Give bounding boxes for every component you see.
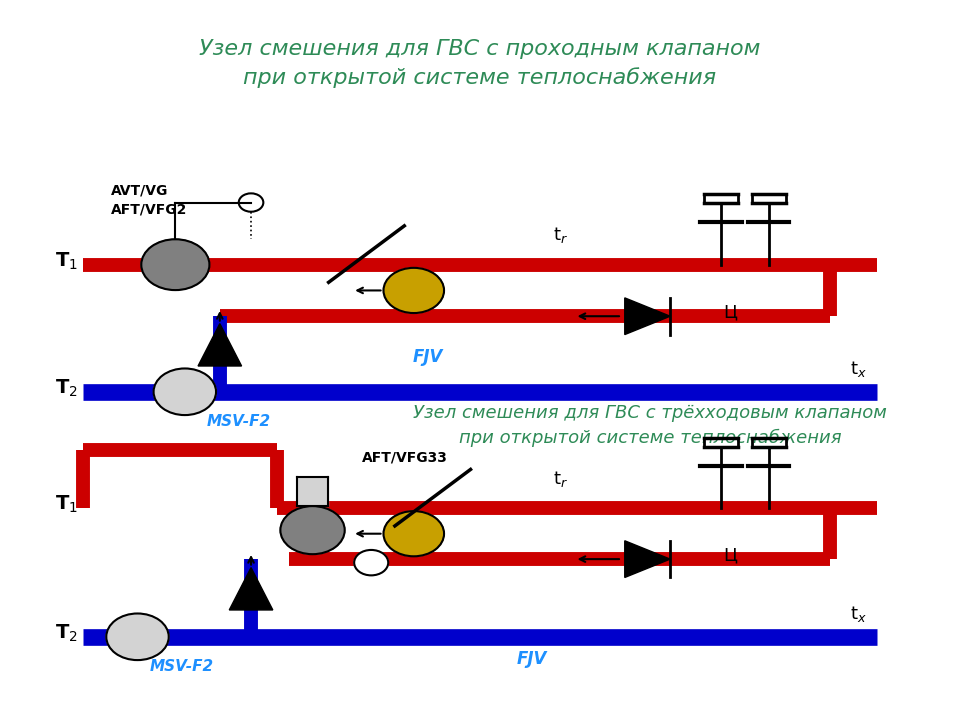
Text: t$_r$: t$_r$	[553, 225, 568, 245]
Circle shape	[239, 194, 263, 212]
Circle shape	[383, 268, 444, 313]
Circle shape	[280, 506, 345, 554]
FancyBboxPatch shape	[298, 477, 327, 506]
Circle shape	[154, 369, 216, 415]
Text: AVT/VG: AVT/VG	[111, 184, 168, 197]
Circle shape	[354, 550, 388, 575]
Text: AFT/VFG2: AFT/VFG2	[111, 202, 187, 217]
Circle shape	[383, 511, 444, 557]
Polygon shape	[198, 323, 242, 366]
Polygon shape	[229, 567, 273, 610]
Text: при открытой системе теплоснабжения: при открытой системе теплоснабжения	[459, 428, 842, 447]
Polygon shape	[625, 298, 670, 335]
Text: T$_1$: T$_1$	[55, 494, 78, 516]
Text: T$_1$: T$_1$	[55, 251, 78, 271]
Text: T$_2$: T$_2$	[55, 377, 78, 399]
Text: t$_x$: t$_x$	[850, 604, 867, 624]
Polygon shape	[625, 541, 670, 577]
Text: MSV-F2: MSV-F2	[206, 414, 271, 429]
Text: при открытой системе теплоснабжения: при открытой системе теплоснабжения	[244, 67, 716, 88]
Text: FJV: FJV	[413, 348, 444, 366]
Circle shape	[107, 613, 169, 660]
Text: AFT/VFG33: AFT/VFG33	[362, 451, 447, 464]
Text: FJV: FJV	[516, 650, 547, 668]
Text: t$_x$: t$_x$	[850, 359, 867, 379]
Text: t$_r$: t$_r$	[553, 469, 568, 489]
Text: MSV-F2: MSV-F2	[150, 659, 214, 674]
Text: Ц: Ц	[724, 546, 737, 564]
Text: Узел смешения для ГВС с трёхходовым клапаном: Узел смешения для ГВС с трёхходовым клап…	[414, 404, 887, 422]
Text: T$_2$: T$_2$	[55, 623, 78, 644]
Text: Ц: Ц	[724, 304, 737, 322]
Text: Узел смешения для ГВС с проходным клапаном: Узел смешения для ГВС с проходным клапан…	[200, 40, 760, 59]
Circle shape	[141, 239, 209, 290]
